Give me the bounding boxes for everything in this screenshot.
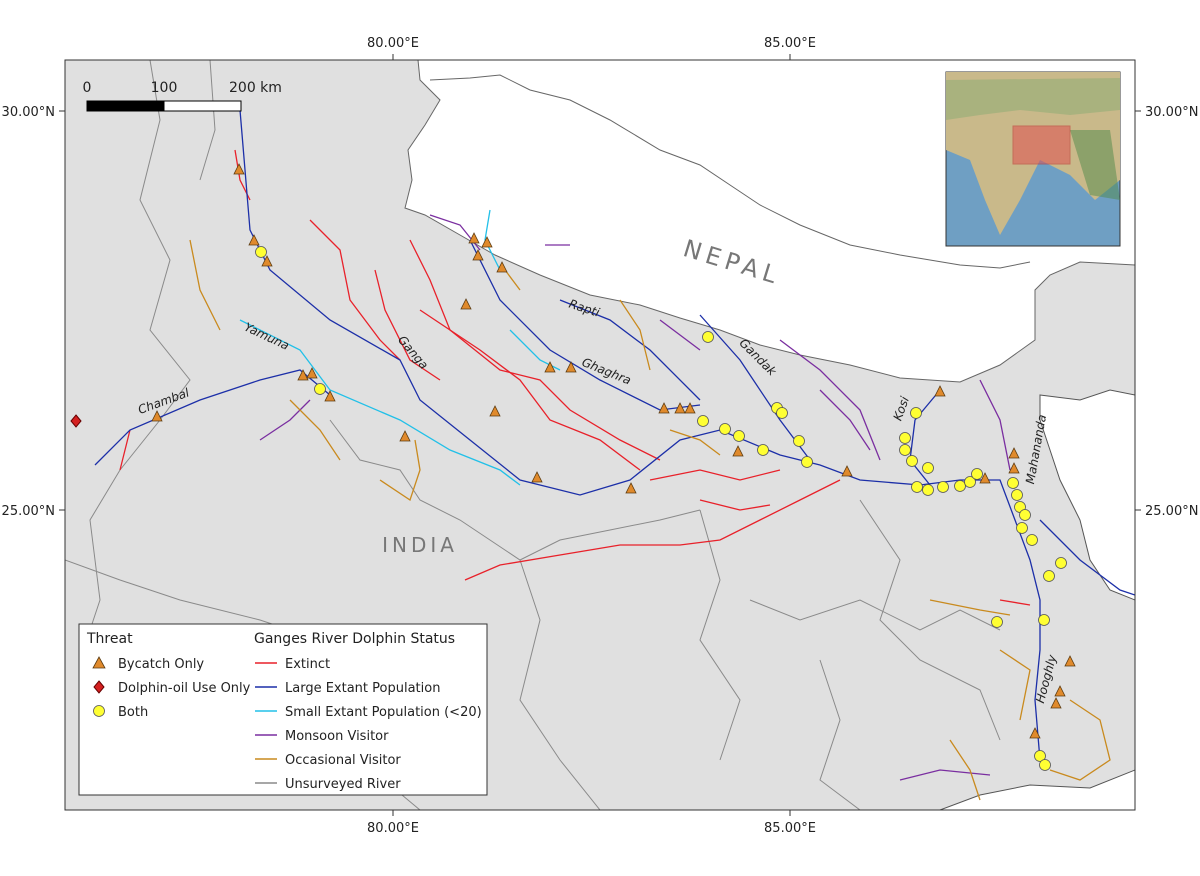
scale-label: 200 km [229,80,282,96]
bycatch-markers [151,163,1076,739]
legend-item: Large Extant Population [285,681,440,696]
lon-label: 85.00°E [764,36,816,51]
both-markers [255,246,1067,771]
scale-bar: 0 100 200 km [83,80,282,112]
lon-label: 80.00°E [367,36,419,51]
lon-label: 80.00°E [367,821,419,836]
graticule-ticks [59,54,1141,816]
country-label: INDIA [382,533,458,557]
sea [939,769,1135,810]
legend-item: Monsoon Visitor [285,729,389,744]
legend-item: Both [118,705,148,720]
legend-item: Unsurveyed River [285,777,401,792]
oil-marker [70,414,82,428]
lat-label: 30.00°N [1145,105,1198,120]
borders [65,60,1001,810]
legend-title: Ganges River Dolphin Status [254,631,455,647]
lat-label: 25.00°N [2,504,55,519]
scale-label: 0 [83,80,92,96]
legend-item: Extinct [285,657,330,672]
legend: Threat Bycatch Only Dolphin-oil Use Only… [78,623,488,796]
lon-label: 85.00°E [764,821,816,836]
rivers [94,109,1135,801]
nepal-border [429,74,1031,269]
legend-item: Occasional Visitor [285,753,401,768]
inset-map [945,71,1121,247]
lat-label: 30.00°N [2,105,55,120]
legend-item: Small Extant Population (<20) [285,705,482,720]
legend-title: Threat [86,631,133,647]
legend-item: Bycatch Only [118,657,204,672]
legend-item: Dolphin-oil Use Only [118,681,251,696]
scale-label: 100 [151,80,178,96]
lat-label: 25.00°N [1145,504,1198,519]
map-frame [64,59,1136,811]
